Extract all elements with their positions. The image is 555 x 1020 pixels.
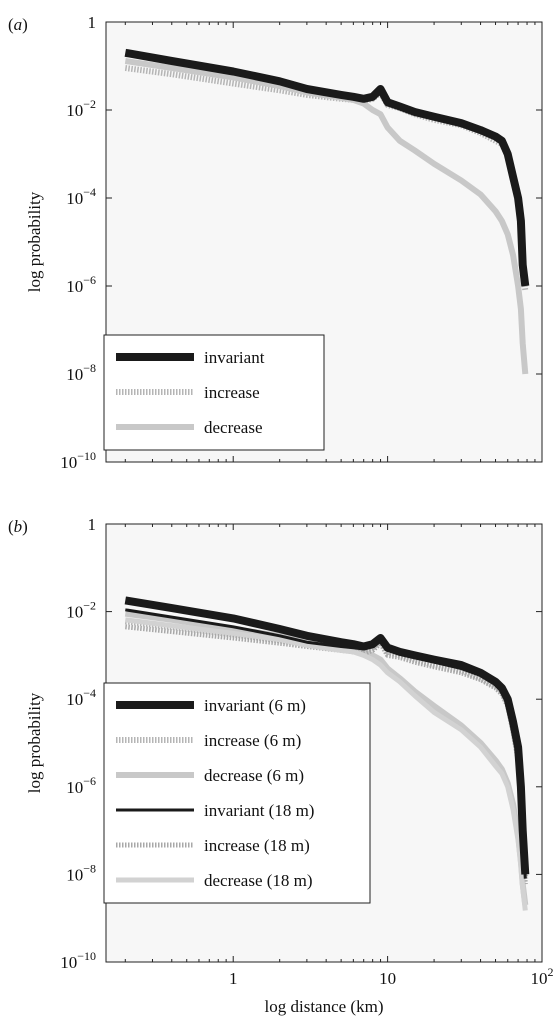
y-tick-label: 10−10 bbox=[60, 949, 96, 972]
y-tick-label: 10−4 bbox=[66, 185, 96, 208]
legend-label: decrease bbox=[204, 418, 263, 437]
panel-label: (a) bbox=[8, 15, 28, 34]
legend-label: increase (18 m) bbox=[204, 836, 310, 855]
y-tick-label: 10−6 bbox=[66, 273, 96, 296]
legend-label: increase (6 m) bbox=[204, 731, 301, 750]
y-tick-label: 10−6 bbox=[66, 774, 96, 797]
panel-b: (b) log probability log distance (km) 1 10−2… bbox=[8, 515, 554, 1016]
legend-label: decrease (6 m) bbox=[204, 766, 304, 785]
legend-label: increase bbox=[204, 383, 260, 402]
legend-label: invariant (18 m) bbox=[204, 801, 314, 820]
y-tick-label: 10−10 bbox=[60, 449, 96, 472]
y-tick-label: 10−8 bbox=[66, 361, 96, 384]
plot-frame bbox=[105, 21, 543, 463]
legend-box bbox=[103, 682, 371, 904]
y-tick-label: 1 bbox=[88, 13, 97, 32]
panel-a: (a) log probability 1 10−2 10−4 10−6 10−8 10−10… bbox=[8, 13, 543, 472]
legend: invariant increase decrease bbox=[103, 334, 325, 451]
y-axis-label: log probability bbox=[25, 692, 44, 793]
series-line bbox=[124, 617, 528, 911]
series-line bbox=[124, 48, 530, 287]
panel-label: (b) bbox=[8, 517, 28, 536]
x-axis-label: log distance (km) bbox=[265, 997, 384, 1016]
legend-label: invariant (6 m) bbox=[204, 696, 306, 715]
series-group bbox=[124, 596, 530, 911]
y-tick-label: 10−2 bbox=[66, 599, 96, 622]
x-tick-label: 102 bbox=[531, 965, 554, 988]
y-tick-label: 10−4 bbox=[66, 686, 96, 709]
y-tick-label: 10−2 bbox=[66, 97, 96, 120]
legend: invariant (6 m) increase (6 m) decrease (6… bbox=[103, 682, 371, 904]
y-tick-label: 10−8 bbox=[66, 861, 96, 884]
series-line bbox=[125, 608, 527, 879]
legend-label: decrease (18 m) bbox=[204, 871, 313, 890]
y-tick-label: 1 bbox=[88, 515, 97, 534]
series-group bbox=[124, 48, 530, 375]
y-axis-label: log probability bbox=[25, 191, 44, 292]
x-tick-label: 10 bbox=[379, 969, 396, 988]
x-tick-label: 1 bbox=[229, 969, 238, 988]
legend-label: invariant bbox=[204, 348, 265, 367]
